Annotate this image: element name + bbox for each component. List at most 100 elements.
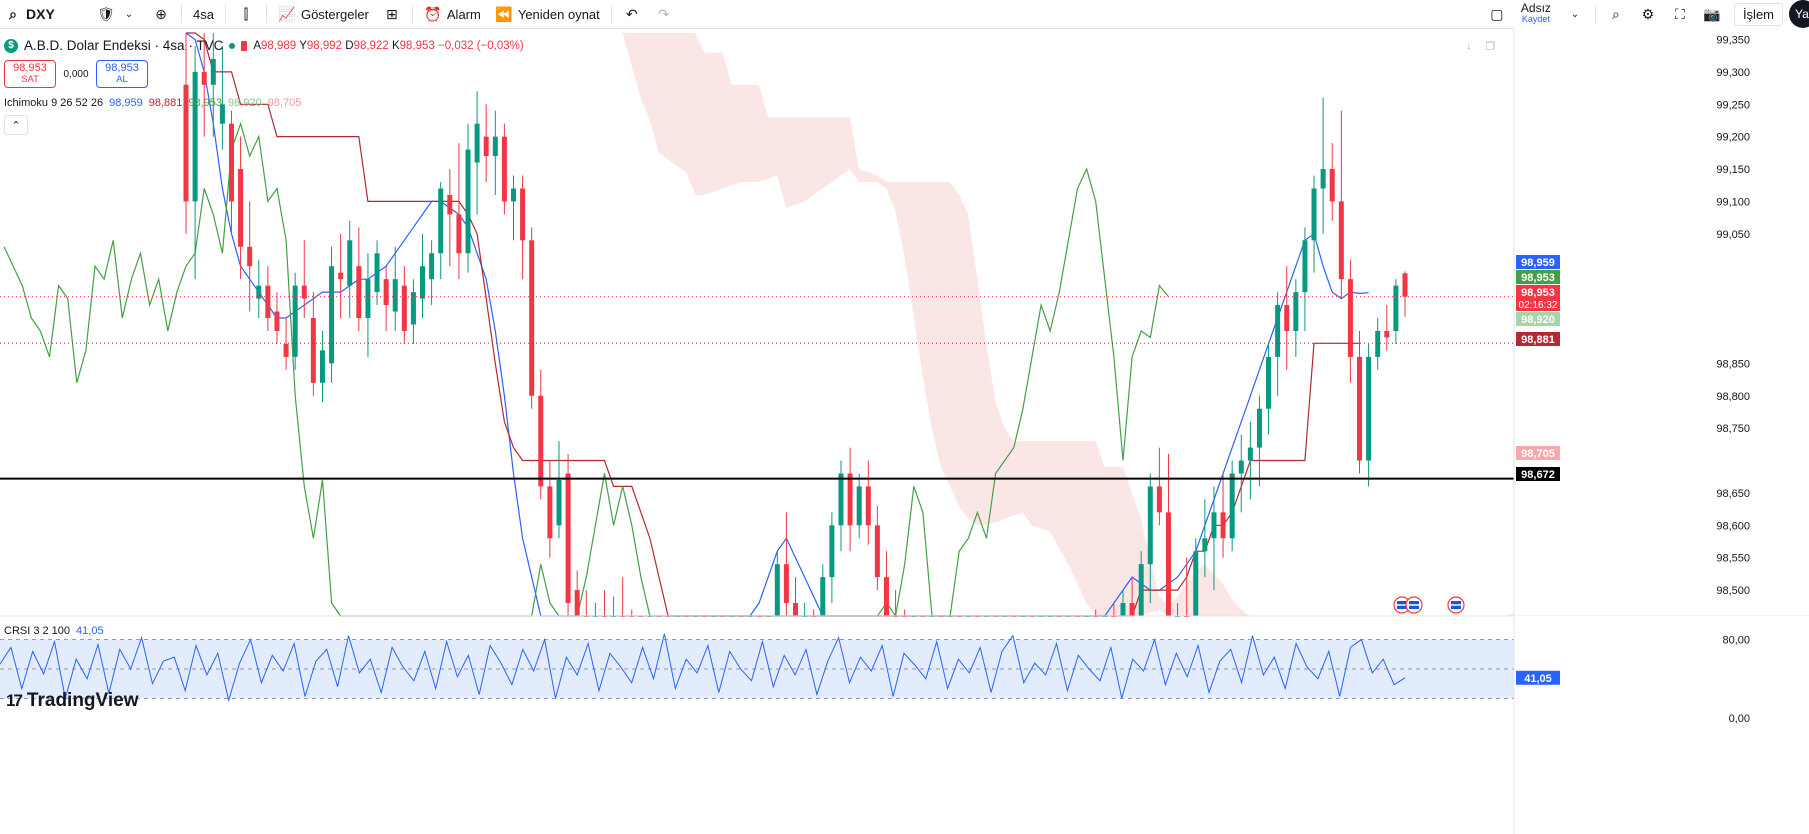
candle bbox=[1211, 486, 1217, 591]
layout-menu-button[interactable]: ⌄ bbox=[1559, 0, 1591, 28]
settings-button[interactable]: ⚙ bbox=[1632, 0, 1664, 28]
candle bbox=[1247, 421, 1253, 500]
candle bbox=[201, 33, 207, 137]
candle-body bbox=[574, 590, 580, 616]
indicators-label: Göstergeler bbox=[300, 6, 369, 22]
chart-title[interactable]: A.B.D. Dolar Endeksi · 4sa · TVC bbox=[24, 38, 224, 53]
maximize-pane-icon[interactable]: ❐ bbox=[1485, 41, 1496, 53]
templates-button[interactable]: ⊞ bbox=[376, 0, 408, 28]
candle bbox=[456, 143, 462, 280]
quick-search-button[interactable]: ⌕ bbox=[1600, 0, 1632, 28]
price-badge-label: 98,953 bbox=[1521, 272, 1555, 284]
candle bbox=[774, 551, 780, 616]
candle-body bbox=[1138, 564, 1144, 616]
candle bbox=[247, 201, 253, 312]
candle bbox=[1129, 577, 1135, 616]
gear-icon: ⚙ bbox=[1641, 5, 1655, 22]
ichimoku-legend[interactable]: Ichimoku 9 26 52 26 98,959 98,881 98,953… bbox=[4, 97, 301, 109]
fullscreen-icon: ⛶ bbox=[1675, 5, 1685, 22]
candle bbox=[238, 136, 244, 280]
redo-button[interactable]: ↷ bbox=[648, 0, 680, 28]
candle bbox=[556, 441, 562, 539]
candle-body bbox=[310, 318, 316, 383]
trade-button[interactable]: İşlem bbox=[1733, 2, 1783, 26]
candle-body bbox=[1129, 603, 1135, 616]
chart-type-button[interactable]: ⫿ bbox=[230, 0, 262, 28]
candle bbox=[465, 123, 471, 273]
candle-body bbox=[319, 350, 325, 383]
low-label: D bbox=[345, 39, 354, 52]
crsi-legend[interactable]: CRSI 3 2 100 41,05 bbox=[4, 625, 104, 637]
candle bbox=[538, 369, 544, 500]
collapse-legend-button[interactable]: ⌃ bbox=[4, 115, 28, 135]
ohlc-readout: A98,989 Y98,992 D98,922 K98,953 −0,032 (… bbox=[253, 40, 523, 52]
price-tick-label: 98,550 bbox=[1716, 553, 1750, 565]
layout-select-button[interactable]: ▢ bbox=[1481, 0, 1513, 28]
redo-icon: ↷ bbox=[657, 5, 670, 22]
candle bbox=[447, 169, 453, 267]
candle-body bbox=[847, 473, 853, 526]
symbol-label: DXY bbox=[26, 6, 55, 22]
candle bbox=[1366, 343, 1372, 487]
candle bbox=[483, 104, 489, 182]
price-tick-label: 98,750 bbox=[1716, 423, 1750, 435]
square-icon: ▢ bbox=[1490, 5, 1504, 22]
ichimoku-lead-a-value: 98,920 bbox=[228, 97, 262, 109]
candle-body bbox=[238, 169, 244, 247]
candle-body bbox=[338, 272, 344, 280]
candle bbox=[583, 590, 589, 617]
rewind-icon: ⏪ bbox=[495, 5, 513, 22]
candle-body bbox=[183, 84, 189, 202]
snapshot-button[interactable]: 📷 bbox=[1696, 0, 1728, 28]
add-symbol-button[interactable]: ⊕ bbox=[145, 0, 177, 28]
candle bbox=[429, 240, 435, 306]
interval-button[interactable]: 4sa bbox=[186, 0, 221, 28]
candle bbox=[1284, 266, 1290, 370]
candle bbox=[374, 240, 380, 306]
crsi-line bbox=[0, 633, 1406, 703]
candle-body bbox=[219, 104, 225, 124]
chart-canvas[interactable]: 99,350 99,300 99,250 99,200 99,150 99,100 99,0… bbox=[0, 28, 1809, 834]
candle bbox=[1384, 305, 1390, 351]
user-avatar[interactable]: Ya bbox=[1789, 0, 1809, 28]
arrow-down-icon[interactable]: ↓ bbox=[1466, 40, 1472, 52]
candle bbox=[1238, 434, 1244, 513]
layout-name[interactable]: Adsız Kaydet bbox=[1513, 2, 1559, 25]
candle bbox=[256, 259, 262, 319]
cloud-area bbox=[367, 33, 1514, 616]
symbol-search[interactable]: ⌕ DXY bbox=[0, 5, 90, 23]
price-tick-label: 99,100 bbox=[1716, 196, 1750, 208]
alert-label: Alarm bbox=[446, 6, 481, 22]
tradingview-logo[interactable]: 17 TradingView bbox=[6, 690, 139, 712]
candle-body bbox=[1284, 305, 1290, 331]
sell-label: SAT bbox=[21, 74, 39, 85]
candle bbox=[1202, 499, 1208, 578]
candle-body bbox=[1147, 486, 1153, 565]
replay-button[interactable]: ⏪ Yeniden oynat bbox=[488, 0, 607, 28]
sell-button[interactable]: 98,953 SAT bbox=[4, 60, 56, 88]
undo-button[interactable]: ↶ bbox=[616, 0, 648, 28]
fullscreen-button[interactable]: ⛶ bbox=[1664, 0, 1696, 28]
candles-icon: ⫿ bbox=[243, 5, 249, 22]
compare-button[interactable]: 🛡 ⌄ bbox=[90, 0, 145, 28]
divider bbox=[610, 5, 612, 23]
candle-body bbox=[547, 486, 553, 539]
crsi-badge-label: 41,05 bbox=[1524, 673, 1552, 685]
candle-body bbox=[210, 58, 216, 85]
ichimoku-base-value: 98,881 bbox=[148, 97, 183, 109]
candle bbox=[274, 292, 280, 344]
chart-legend: $ A.B.D. Dolar Endeksi · 4sa · TVC A98,9… bbox=[4, 38, 524, 53]
camera-icon: 📷 bbox=[1703, 5, 1721, 22]
undo-icon: ↶ bbox=[625, 5, 638, 22]
buy-button[interactable]: 98,953 AL bbox=[96, 60, 148, 88]
candle-body bbox=[492, 136, 498, 157]
candle bbox=[1193, 538, 1199, 616]
indicators-button[interactable]: 📈 Göstergeler bbox=[271, 0, 376, 28]
top-toolbar: ⌕ DXY 🛡 ⌄ ⊕ 4sa ⫿ 📈 Göstergeler ⊞ ⏰ Alar… bbox=[0, 0, 1809, 29]
buy-label: AL bbox=[116, 74, 128, 85]
candle-body bbox=[420, 266, 426, 299]
candle-body bbox=[347, 240, 353, 286]
alert-button[interactable]: ⏰ Alarm bbox=[417, 0, 488, 28]
price-tick-label: 99,300 bbox=[1716, 67, 1750, 79]
ichimoku-conversion-value: 98,959 bbox=[109, 97, 143, 109]
